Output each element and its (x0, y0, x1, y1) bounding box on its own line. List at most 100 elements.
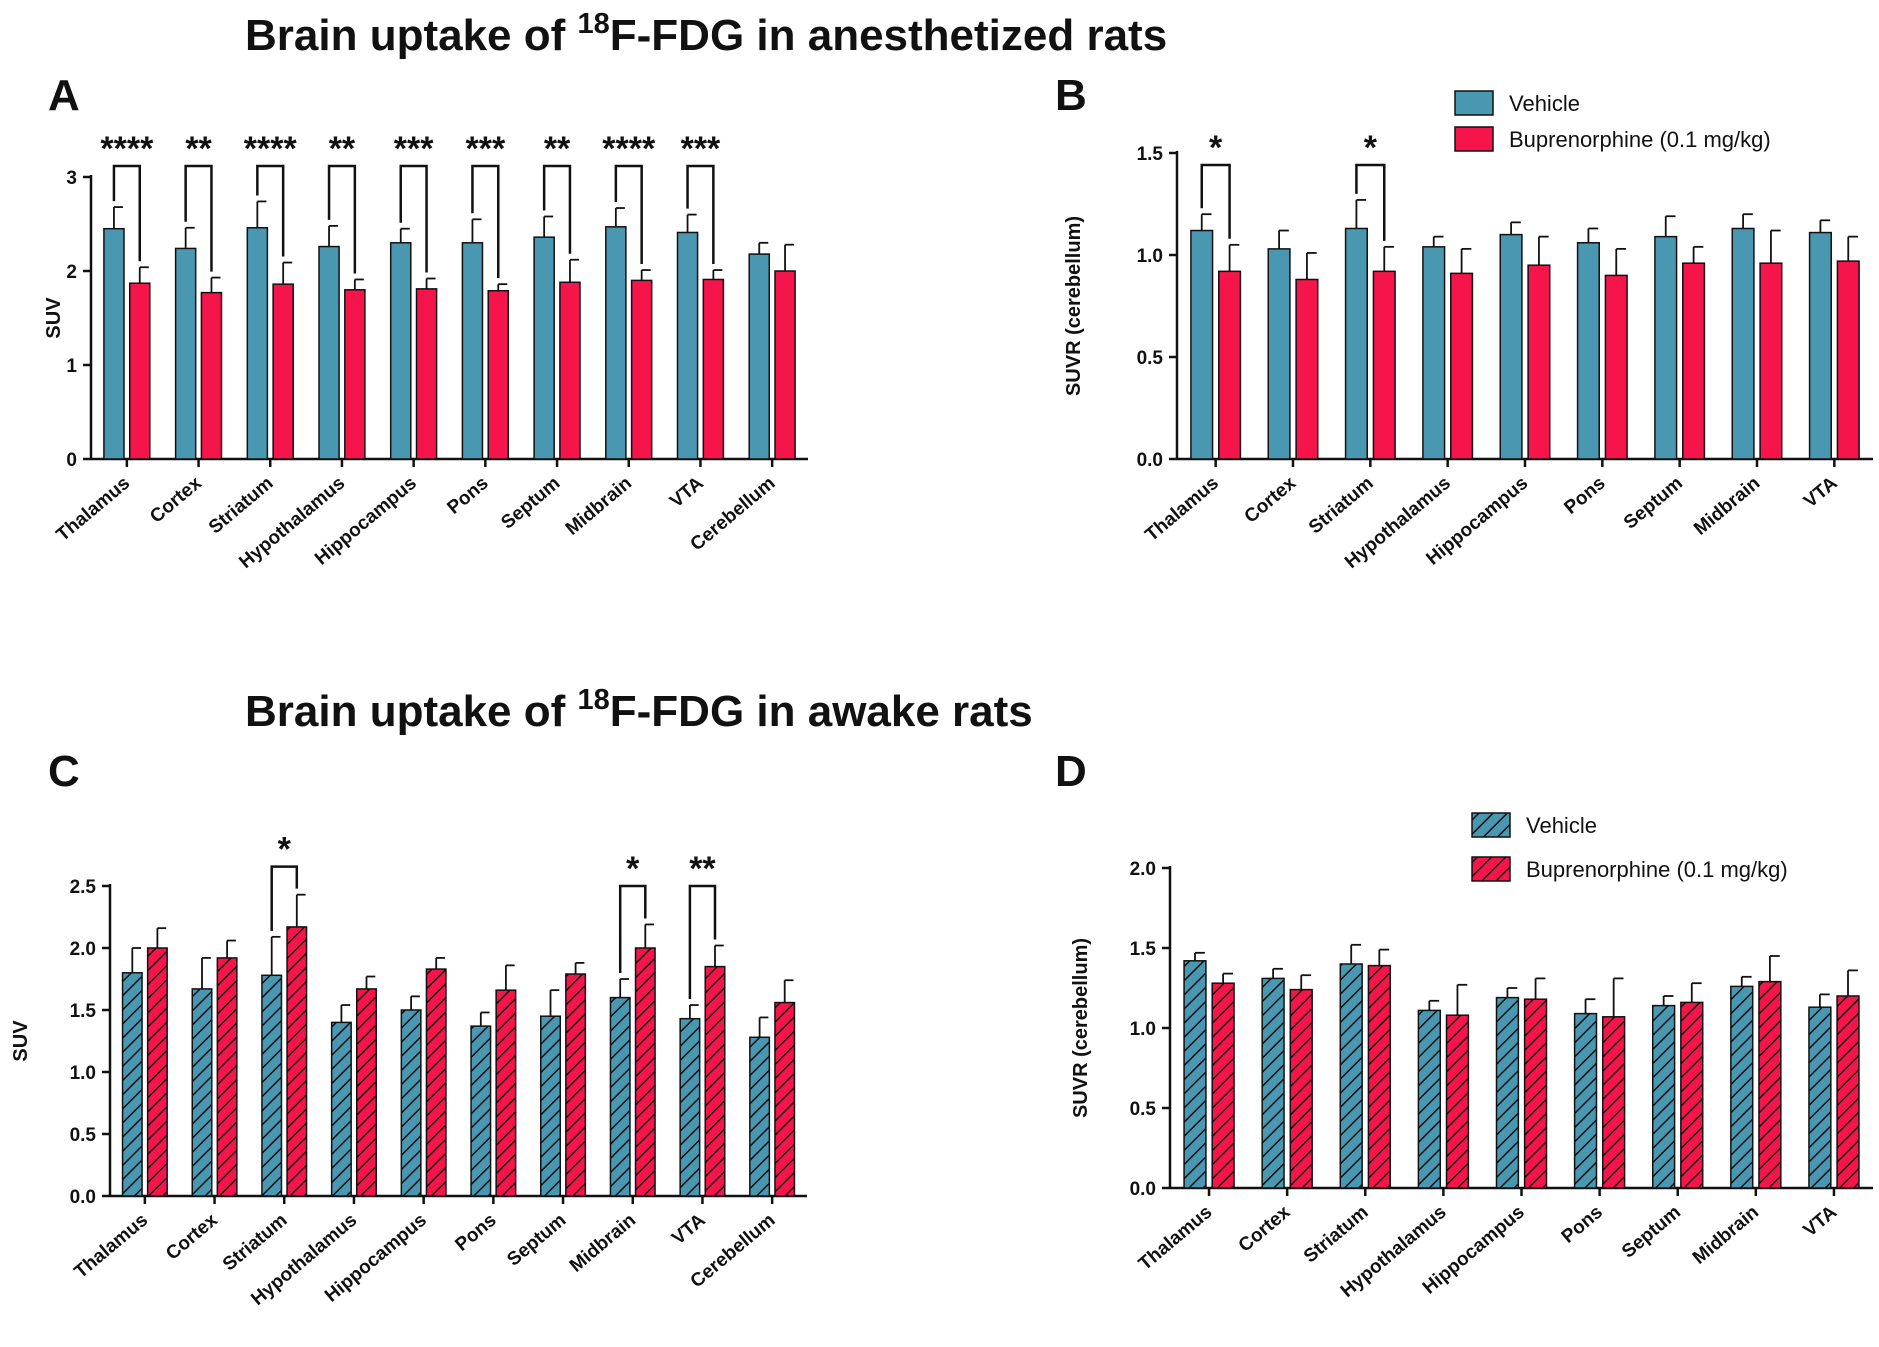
bar-buprenorphine-striatum (272, 283, 294, 460)
bar-vehicle-cortex (1267, 248, 1291, 460)
bar-vehicle-vta (679, 1017, 701, 1197)
legend-label-vehicle: Vehicle (1526, 813, 1597, 838)
bar-vehicle-pons (1576, 242, 1600, 460)
bar-vehicle-hypothalamus (318, 245, 340, 460)
y-tick-label: 0.5 (1137, 348, 1164, 369)
x-tick-label: VTA (1800, 1202, 1842, 1242)
y-tick-label: 0 (66, 450, 77, 471)
bar-buprenorphine-pons (487, 289, 510, 460)
bar-buprenorphine-septum (1682, 262, 1706, 460)
bar-buprenorphine-hippocampus (425, 968, 447, 1197)
y-tick-label: 2.5 (70, 877, 97, 898)
panel-letter: C (48, 747, 80, 796)
x-tick-label: Midbrain (1689, 1202, 1763, 1269)
y-axis-title: SUVR (cerebellum) (1063, 216, 1085, 396)
bar-buprenorphine-midbrain (630, 279, 653, 460)
bar-buprenorphine-midbrain (1758, 980, 1782, 1189)
bar-buprenorphine-striatum (286, 926, 308, 1197)
x-tick-label: Midbrain (562, 473, 636, 540)
bar-vehicle-septum (539, 1015, 562, 1197)
bar-buprenorphine-cerebellum (774, 270, 796, 460)
significance-bracket-hippocampus (399, 164, 428, 273)
legend-label-vehicle: Vehicle (1509, 91, 1580, 116)
y-tick-label: 1 (66, 356, 77, 377)
bar-buprenorphine-hypothalamus (355, 988, 378, 1197)
bar-buprenorphine-hippocampus (1527, 264, 1551, 460)
y-tick-label: 0.0 (1137, 450, 1163, 471)
panel-letter: D (1055, 747, 1087, 796)
significance-bracket-septum (542, 164, 572, 254)
y-tick-label: 1.5 (1130, 939, 1157, 960)
bar-buprenorphine-thalamus (1218, 270, 1242, 460)
title-anesthetized: Brain uptake of 18F-FDG in anesthetized … (245, 8, 1167, 60)
bar-buprenorphine-hippocampus (415, 288, 438, 460)
legend-swatch-vehicle (1454, 90, 1494, 116)
bar-buprenorphine-vta (1836, 995, 1860, 1189)
significance-bracket-thalamus (112, 164, 142, 262)
bar-vehicle-striatum (246, 227, 269, 460)
bar-vehicle-septum (1651, 1004, 1676, 1189)
panel-letter: B (1055, 71, 1087, 120)
panel-b: B 0.0 0.5 1.0 1.5 SUVR (cerebellum) Thalamus * C… (1055, 71, 1873, 573)
bar-buprenorphine-midbrain (634, 947, 656, 1197)
significance-label-thalamus: * (1209, 129, 1223, 167)
bar-vehicle-midbrain (1731, 227, 1755, 460)
bar-vehicle-cortex (191, 988, 213, 1197)
x-tick-label: Striatum (1300, 1202, 1373, 1268)
y-tick-label: 3 (66, 168, 77, 189)
bar-vehicle-septum (533, 236, 555, 460)
y-tick-label: 0.0 (70, 1187, 96, 1208)
bar-buprenorphine-pons (1601, 1016, 1626, 1189)
title-awake: Brain uptake of 18F-FDG in awake rats (245, 684, 1033, 736)
significance-label-thalamus: **** (100, 130, 154, 168)
bar-vehicle-midbrain (609, 996, 631, 1197)
bar-vehicle-striatum (1339, 963, 1363, 1189)
bar-vehicle-pons (461, 242, 484, 460)
bar-buprenorphine-thalamus (128, 282, 151, 460)
bar-vehicle-hippocampus (1499, 233, 1523, 460)
x-tick-label: Septum (503, 1210, 570, 1271)
bar-vehicle-cerebellum (748, 253, 771, 460)
legend-label-buprenorphine: Buprenorphine (0.1 mg/kg) (1509, 127, 1771, 152)
y-tick-label: 1.5 (70, 1001, 97, 1022)
significance-label-cortex: ** (185, 130, 212, 168)
significance-label-midbrain: **** (602, 130, 656, 168)
significance-bracket-striatum (270, 865, 299, 931)
bar-buprenorphine-striatum (1372, 270, 1396, 460)
significance-bracket-midbrain (618, 884, 647, 973)
bar-buprenorphine-hypothalamus (1445, 1014, 1470, 1189)
bar-buprenorphine-cortex (216, 957, 238, 1197)
bar-vehicle-midbrain (605, 226, 627, 460)
panel-d: D 0.0 0.5 1.0 1.5 2.0 SUVR (cerebellum) Thalamu… (1055, 747, 1873, 1302)
bar-vehicle-hippocampus (1495, 996, 1520, 1189)
legend-swatch-vehicle (1471, 812, 1511, 838)
x-tick-label: VTA (1800, 473, 1842, 513)
bar-buprenorphine-vta (704, 965, 726, 1197)
bar-vehicle-thalamus (121, 972, 143, 1197)
bar-vehicle-cerebellum (749, 1036, 771, 1197)
bar-vehicle-hypothalamus (1422, 246, 1446, 460)
significance-bracket-cortex (184, 164, 213, 272)
legend-swatch-buprenorphine (1454, 126, 1494, 152)
bar-vehicle-striatum (261, 974, 283, 1197)
x-tick-label: Pons (451, 1210, 500, 1256)
bar-vehicle-cortex (1261, 977, 1285, 1189)
x-tick-label: Cortex (1235, 1201, 1295, 1256)
significance-label-vta: *** (681, 130, 721, 168)
x-tick-label: Thalamus (53, 473, 134, 546)
x-tick-label: VTA (666, 473, 708, 513)
bar-buprenorphine-cortex (1289, 988, 1313, 1189)
panel-a: A0123SUVThalamus****Cortex**Striatum****… (43, 71, 808, 573)
y-tick-label: 1.0 (1137, 246, 1163, 267)
bar-buprenorphine-cerebellum (774, 1001, 796, 1197)
bar-buprenorphine-septum (565, 973, 587, 1197)
significance-bracket-vta (686, 164, 715, 265)
bar-vehicle-vta (676, 231, 699, 460)
x-tick-label: Thalamus (1135, 1202, 1216, 1275)
y-tick-label: 2.0 (70, 939, 96, 960)
y-tick-label: 0.5 (1130, 1099, 1157, 1120)
x-tick-label: Midbrain (1690, 473, 1764, 540)
x-tick-label: Thalamus (71, 1210, 152, 1283)
